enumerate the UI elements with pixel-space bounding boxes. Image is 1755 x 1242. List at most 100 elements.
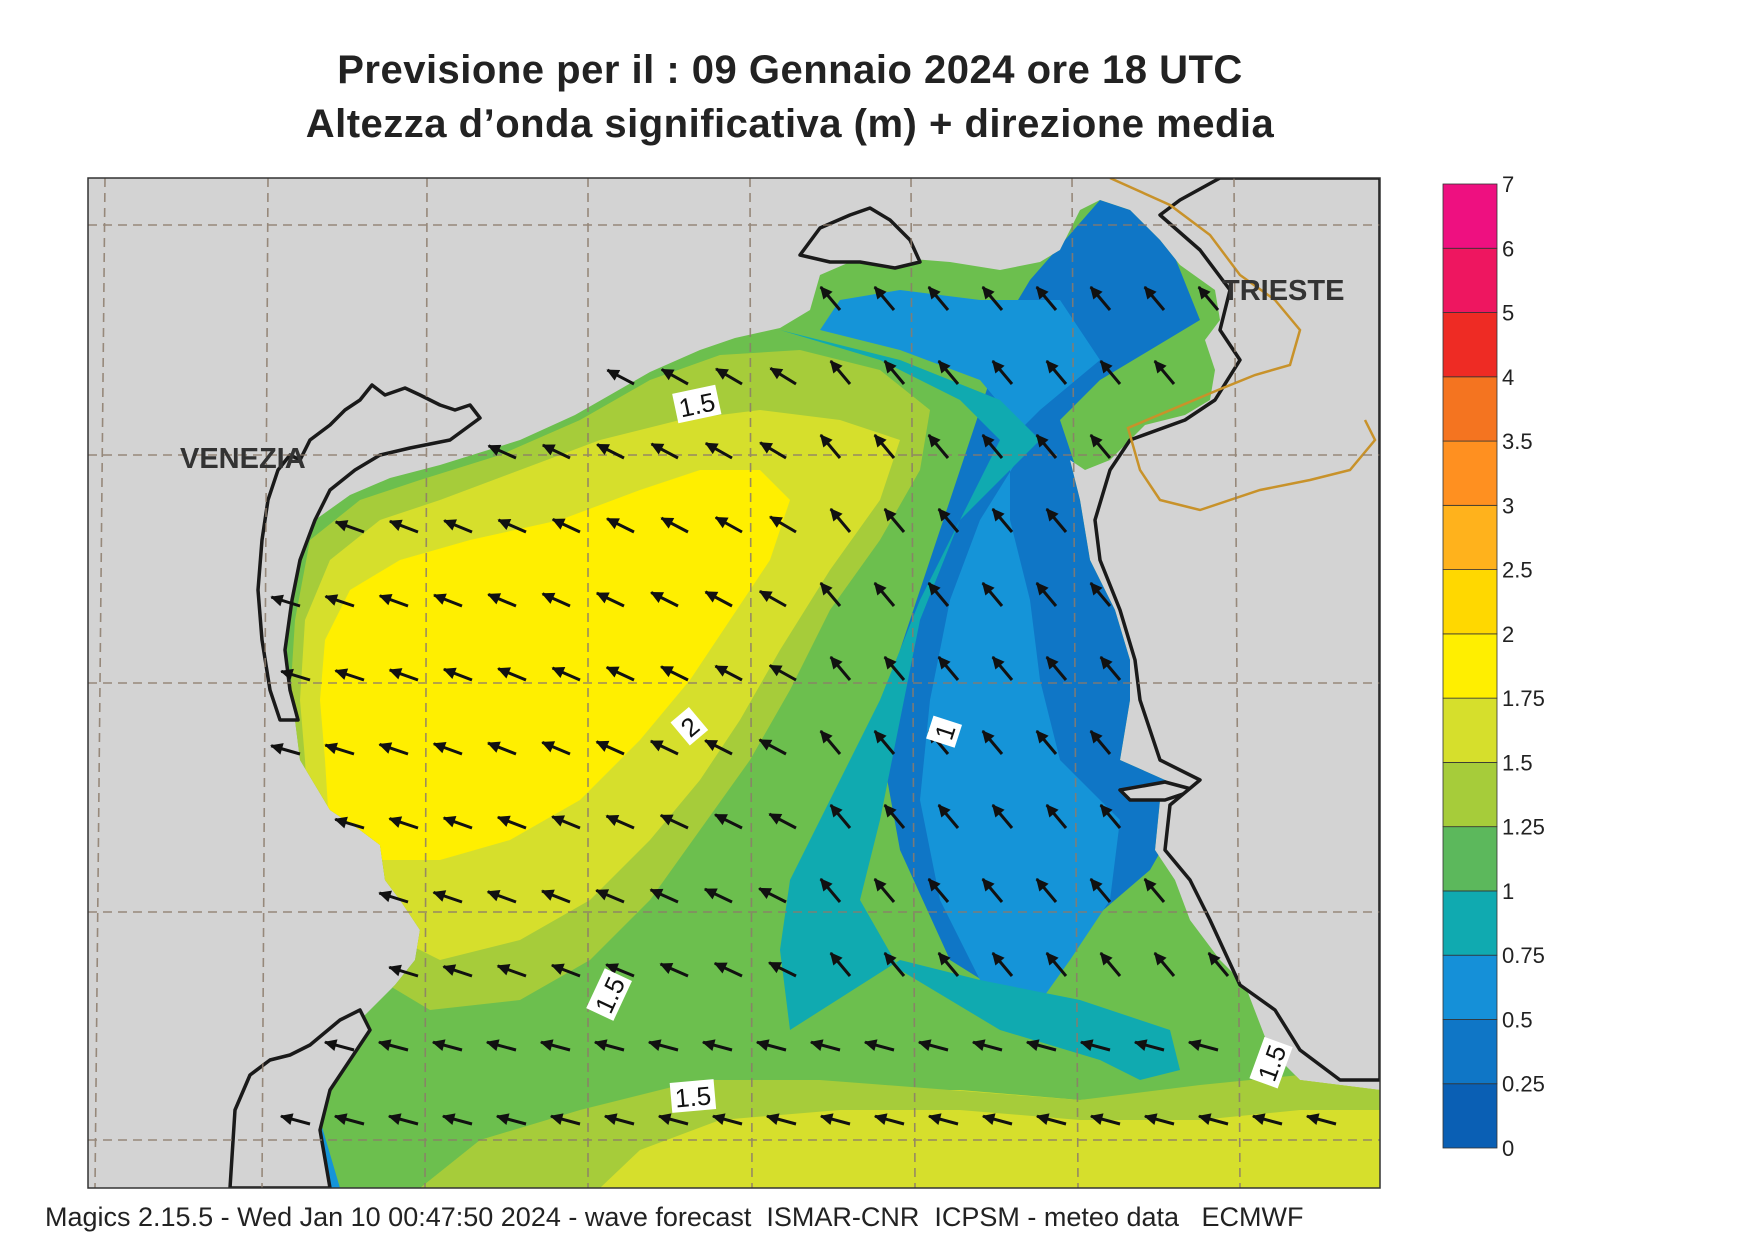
arrow-head xyxy=(768,664,783,677)
arrow-head xyxy=(323,1039,338,1051)
arrow-head xyxy=(715,368,729,380)
arrow-head xyxy=(981,1113,996,1125)
arrow-head xyxy=(927,878,941,892)
arrow-head xyxy=(1305,1113,1320,1125)
map-subtitle: Altezza d’onda significativa (m) + direz… xyxy=(305,102,1275,146)
arrow-head xyxy=(442,667,457,679)
contour-label: 1.5 xyxy=(674,1080,713,1113)
arrow-head xyxy=(917,1039,932,1051)
arrow-head xyxy=(883,952,897,966)
wave-field-blue xyxy=(820,290,1120,1030)
legend-label: 0.25 xyxy=(1502,1072,1545,1097)
arrow-head xyxy=(765,1113,780,1125)
arrow-head xyxy=(1035,582,1049,596)
arrow-head xyxy=(485,1039,500,1051)
arrow-head xyxy=(388,668,403,680)
arrow-head xyxy=(981,434,995,448)
arrow-head xyxy=(549,1113,564,1125)
arrow-head xyxy=(432,890,447,902)
arrow-head xyxy=(1251,1113,1266,1125)
legend-swatch xyxy=(1442,247,1498,313)
arrow-head xyxy=(606,369,621,381)
arrow-head xyxy=(1089,878,1103,892)
arrow-head xyxy=(937,508,951,522)
arrow-head xyxy=(1035,286,1049,300)
forecast-title: Previsione per il : 09 Gennaio 2024 ore … xyxy=(337,48,1243,92)
arrow-head xyxy=(927,582,941,596)
arrow-head xyxy=(769,367,784,380)
arrow-head xyxy=(270,743,284,755)
arrow-head xyxy=(981,730,995,744)
arrow-head xyxy=(659,962,674,974)
arrow-head xyxy=(758,887,773,899)
arrow-head xyxy=(927,286,941,300)
arrow-head xyxy=(486,889,501,902)
arrow-head xyxy=(540,889,555,901)
arrow-head xyxy=(704,591,719,603)
legend-swatch xyxy=(1442,183,1498,249)
istria-peninsula xyxy=(1093,178,1380,1082)
arrow-head xyxy=(388,816,403,828)
arrow-head xyxy=(660,368,675,381)
arrow-head xyxy=(497,519,512,531)
legend-label: 5 xyxy=(1502,301,1514,326)
arrow-head xyxy=(432,741,447,754)
legend-label: 0 xyxy=(1502,1136,1514,1161)
arrow-head xyxy=(758,739,773,751)
arrow-head xyxy=(1099,804,1113,818)
arrow-head xyxy=(650,443,665,455)
arrow-head xyxy=(324,594,339,606)
arrow-head xyxy=(1079,1039,1094,1051)
arrow-head xyxy=(1045,952,1059,966)
arrow-head xyxy=(551,518,566,530)
arrow-head xyxy=(551,666,566,679)
legend-label: 7 xyxy=(1502,172,1514,197)
arrow-head xyxy=(769,516,783,528)
legend-label: 2.5 xyxy=(1502,558,1533,583)
arrow-head xyxy=(758,590,773,603)
legend-label: 0.5 xyxy=(1502,1007,1533,1032)
legend-label: 1 xyxy=(1502,879,1514,904)
arrow-head xyxy=(1045,656,1059,670)
arrow-head xyxy=(1153,360,1167,374)
legend-label: 3.5 xyxy=(1502,429,1533,454)
arrow-head xyxy=(647,1039,662,1051)
arrow-head xyxy=(270,594,284,607)
arrow-head xyxy=(334,816,348,829)
arrow-head xyxy=(595,740,610,752)
arrow-head xyxy=(991,360,1005,374)
arrow-head xyxy=(819,582,833,596)
legend-label: 2 xyxy=(1502,622,1514,647)
arrow-head xyxy=(1099,952,1113,966)
city-label-venezia: VENEZIA xyxy=(180,443,306,475)
arrow-head xyxy=(596,444,611,455)
legend-label: 4 xyxy=(1502,365,1514,390)
venice-lagoon xyxy=(256,383,482,722)
legend-label: 1.75 xyxy=(1502,686,1545,711)
arrow-head xyxy=(1035,730,1049,744)
arrow-head xyxy=(595,592,610,604)
arrow-head xyxy=(927,1113,942,1125)
arrow-head xyxy=(495,1113,510,1125)
legend-swatch xyxy=(1442,569,1498,635)
arrow-head xyxy=(486,741,501,753)
arrow-head xyxy=(883,804,897,818)
arrow-head xyxy=(1045,508,1059,522)
arrow-head xyxy=(659,814,674,826)
arrow-head xyxy=(768,962,782,974)
arrow-head xyxy=(883,656,897,670)
graticule xyxy=(88,178,1380,1188)
arrow-head xyxy=(497,667,511,679)
legend-swatch xyxy=(1442,312,1498,378)
arrow-head xyxy=(937,360,951,374)
arrow-head xyxy=(711,1113,726,1125)
arrow-head xyxy=(937,656,951,670)
arrow-head xyxy=(496,815,511,827)
arrow-head xyxy=(657,1113,672,1125)
arrow-head xyxy=(1099,360,1113,374)
arrow-head xyxy=(701,1039,716,1051)
sea-area xyxy=(250,200,1380,1188)
arrow-head xyxy=(1207,952,1221,966)
arrow-head xyxy=(873,730,887,744)
arrow-head xyxy=(487,444,502,456)
